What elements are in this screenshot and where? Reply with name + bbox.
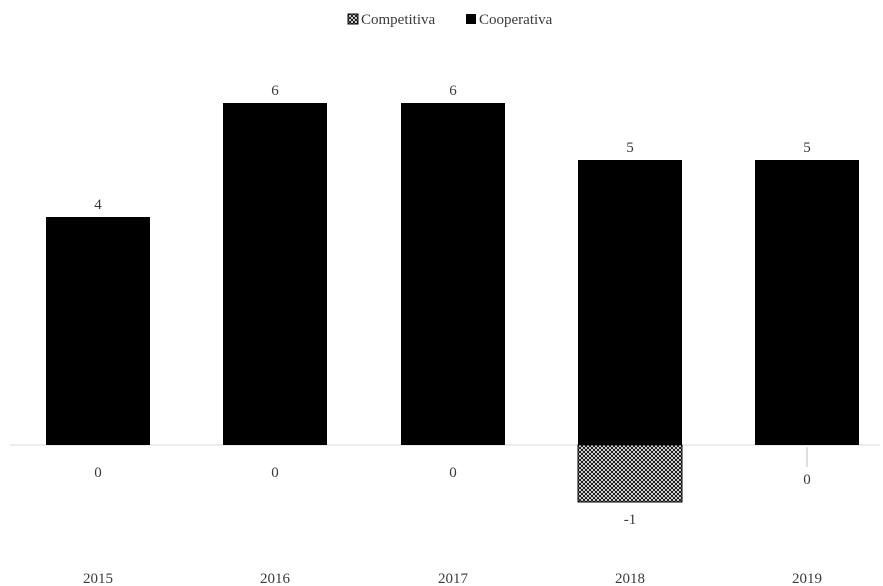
x-tick-label-2015: 2015	[83, 571, 113, 586]
data-label-cooperativa-2019: 5	[803, 140, 811, 156]
data-label-competitiva-2019: 0	[803, 472, 811, 488]
legend-label-cooperativa: Cooperativa	[479, 12, 553, 28]
bar-cooperativa-2016	[223, 103, 327, 445]
data-label-cooperativa-2018: 5	[626, 140, 634, 156]
bar-cooperativa-2015	[46, 217, 150, 445]
x-tick-label-2019: 2019	[792, 571, 822, 586]
bar-competitiva-2018	[577, 444, 683, 503]
x-axis-labels: 2015 2016 2017 2018 2019	[83, 571, 822, 586]
legend: Competitiva Cooperativa	[347, 12, 553, 28]
bar-cooperativa-2018	[578, 160, 682, 445]
data-label-cooperativa-2015: 4	[94, 197, 102, 213]
data-label-competitiva-2018: -1	[624, 512, 637, 528]
data-label-cooperativa-2017: 6	[449, 83, 457, 99]
data-label-competitiva-2017: 0	[449, 465, 457, 481]
legend-swatch-competitiva	[347, 13, 359, 25]
x-tick-label-2018: 2018	[615, 571, 645, 586]
data-labels-group: 4 0 6 0 6 0 5 -1 5 0	[94, 83, 811, 528]
x-tick-label-2016: 2016	[260, 571, 291, 586]
legend-swatch-cooperativa	[466, 14, 476, 24]
data-label-competitiva-2015: 0	[94, 465, 102, 481]
legend-label-competitiva: Competitiva	[361, 12, 436, 28]
data-label-cooperativa-2016: 6	[271, 83, 279, 99]
bars-group	[46, 103, 859, 503]
x-tick-label-2017: 2017	[438, 571, 469, 586]
bar-cooperativa-2019	[755, 160, 859, 445]
bar-cooperativa-2017	[401, 103, 505, 445]
data-label-competitiva-2016: 0	[271, 465, 279, 481]
